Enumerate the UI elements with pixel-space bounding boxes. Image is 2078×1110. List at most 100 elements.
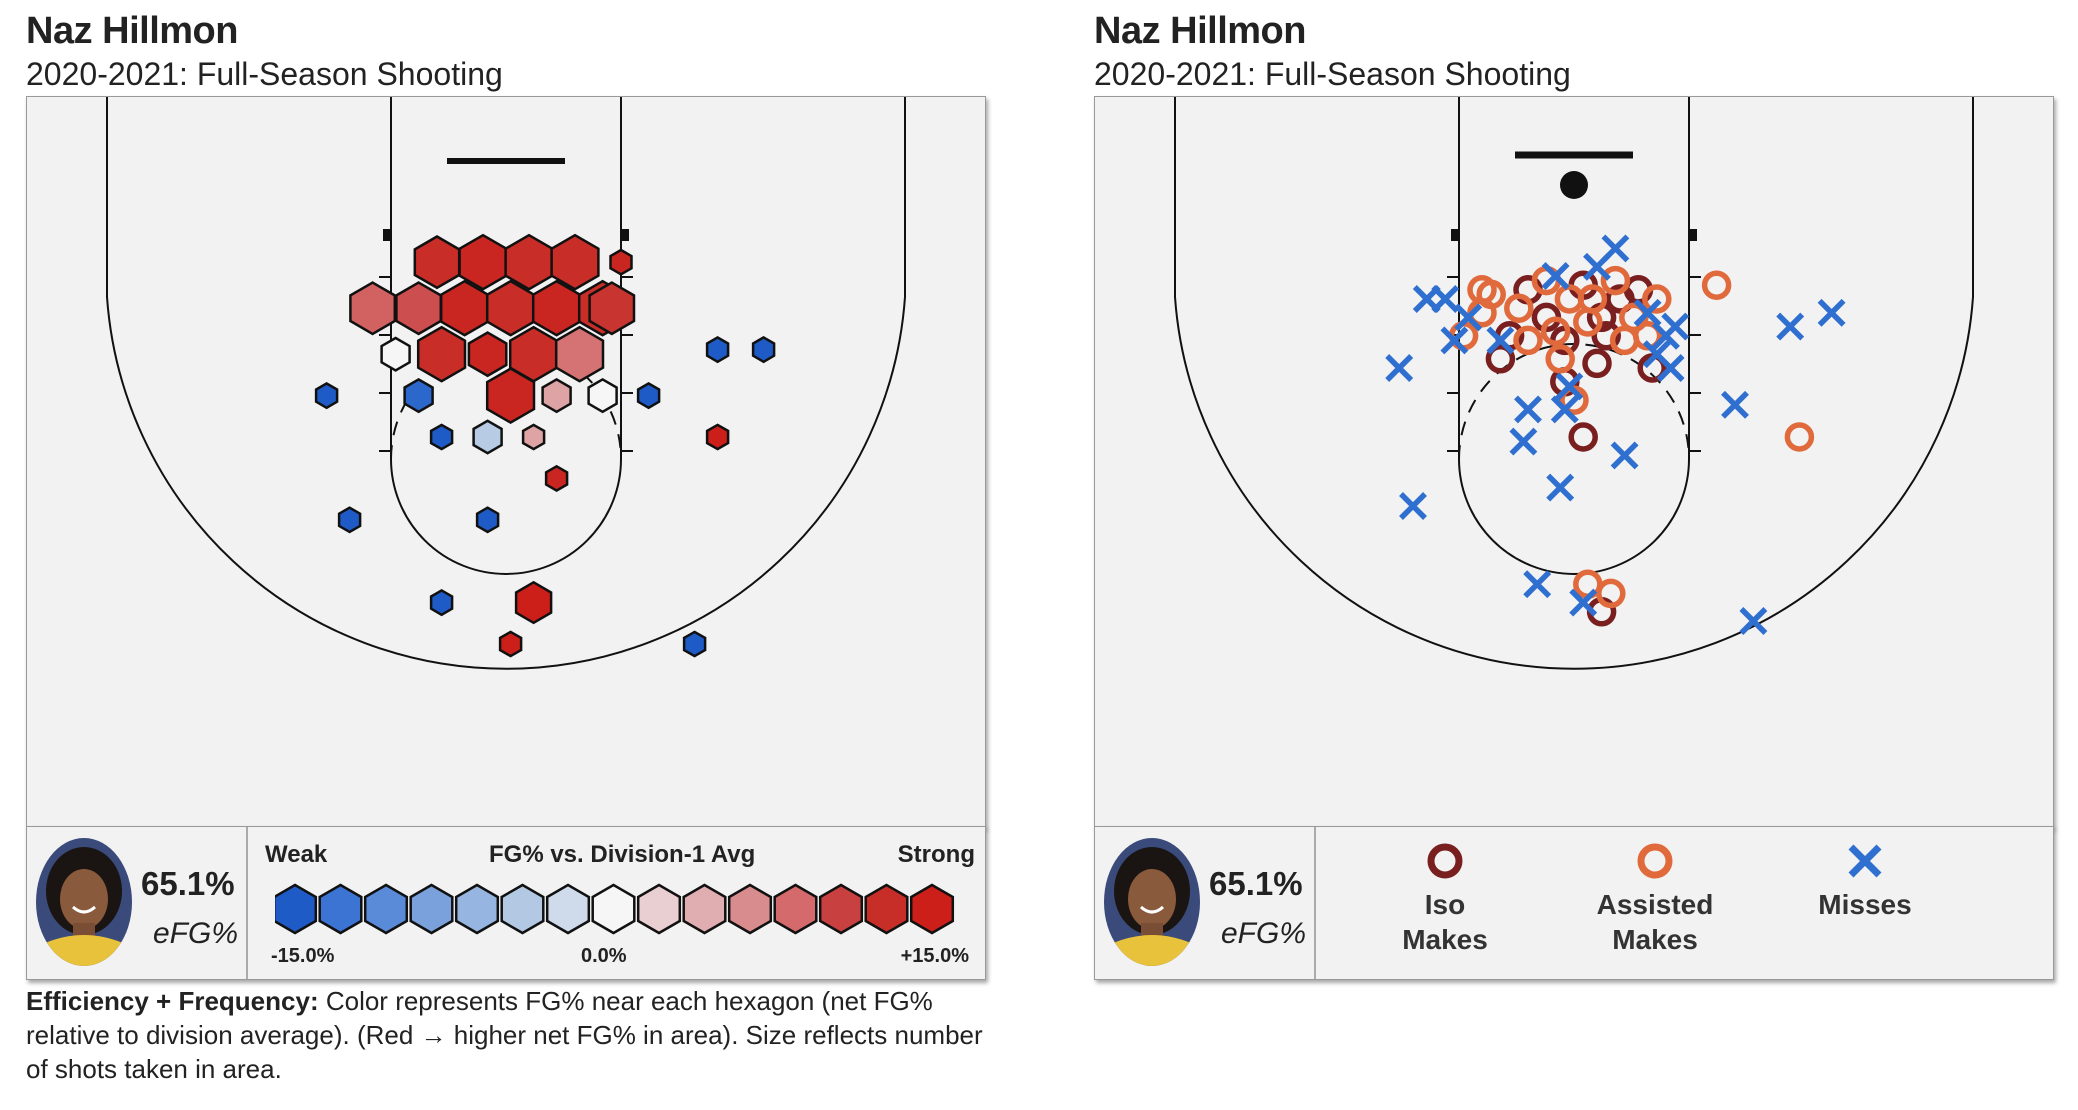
iso-make-point (1582, 348, 1612, 379)
hex-bin (554, 325, 605, 383)
hex-bin (514, 580, 553, 625)
legend-assisted-makes: Assisted Makes (1555, 841, 1755, 956)
hex-bin (544, 464, 569, 493)
iso-make-point (1591, 321, 1621, 351)
assisted-make-point (1784, 422, 1815, 452)
hex-bin (475, 506, 500, 534)
legend-assisted-line2: Makes (1612, 924, 1698, 955)
hex-bin (541, 377, 572, 414)
miss-point (1610, 441, 1639, 470)
scale-hex (636, 883, 682, 935)
legend-assisted-line1: Assisted (1596, 889, 1714, 920)
avatar (1103, 837, 1201, 972)
hex-bin (705, 335, 730, 364)
miss-point (1776, 312, 1805, 341)
player-photo-icon (1104, 838, 1200, 966)
iso-make-point (1485, 344, 1516, 374)
hex-bin (380, 336, 411, 372)
legend-misses: Misses (1765, 841, 1965, 921)
court-shot-chart (1174, 97, 1974, 670)
hex-bin (609, 248, 633, 276)
color-scale (275, 883, 955, 935)
miss-point (1385, 354, 1414, 382)
miss-point (1486, 326, 1515, 355)
court-lines (1174, 97, 1974, 670)
hex-bin (705, 423, 730, 451)
miss-point (1454, 303, 1483, 332)
avatar (35, 837, 133, 972)
hex-bin (337, 506, 362, 534)
scale-hex (818, 883, 864, 935)
legend-weak-label: Weak (265, 841, 328, 868)
court-area (1094, 96, 2054, 828)
scale-hex (454, 883, 500, 935)
hex-marks (314, 233, 776, 658)
scale-hex (682, 883, 727, 935)
miss-point (1569, 588, 1598, 617)
assisted-make-icon (1637, 843, 1673, 879)
scale-hex (864, 883, 909, 935)
scale-hex (275, 883, 318, 935)
efg-value: 65.1% (141, 865, 235, 902)
legend-box: 65.1% eFG% Weak FG% vs. Division-1 Avg S… (26, 826, 986, 980)
hex-bin (429, 423, 454, 451)
hex-bin (413, 235, 461, 290)
miss-point (1431, 285, 1460, 313)
hex-bin (416, 325, 467, 383)
miss-point (1514, 395, 1542, 424)
miss-point (1555, 372, 1584, 401)
legend-box: 65.1% eFG% Iso Makes Assisted Makes Miss… (1094, 826, 2054, 980)
hex-bin (498, 630, 523, 658)
court-hex-chart (106, 97, 906, 670)
legend-title: FG% vs. Division-1 Avg (489, 841, 756, 868)
miss-point (1523, 570, 1552, 599)
hex-bin (485, 367, 536, 425)
player-name: Naz Hillmon (26, 10, 238, 52)
miss-point (1661, 312, 1690, 341)
scale-hex (409, 883, 454, 935)
rim (1560, 171, 1588, 199)
assisted-make-point (1596, 578, 1626, 609)
series-misses (1385, 234, 1846, 635)
hex-bin (531, 279, 582, 337)
miss-point (1633, 298, 1662, 327)
court-area (26, 96, 986, 828)
hex-bin (751, 335, 776, 364)
chart-caption: Efficiency + Frequency: Color represents… (26, 984, 1006, 1086)
assisted-make-point (1504, 293, 1534, 323)
assisted-make-point (1513, 325, 1543, 356)
legend-min-label: -15.0% (271, 945, 335, 967)
efg-label: eFG% (153, 917, 239, 950)
player-name: Naz Hillmon (1094, 10, 1306, 52)
miss-point (1541, 262, 1570, 290)
hex-bin (349, 281, 397, 336)
legend-misses-label: Misses (1818, 889, 1912, 920)
legend-mid-label: 0.0% (581, 945, 627, 967)
hex-bin (521, 423, 546, 451)
hex-bin (467, 331, 508, 378)
hex-bin (636, 382, 661, 410)
miss-point (1739, 607, 1768, 635)
efg-label: eFG% (1221, 917, 1307, 950)
assisted-make-point (1701, 270, 1732, 300)
legend-strong-label: Strong (897, 841, 975, 868)
legend-iso-line1: Iso (1424, 889, 1466, 920)
chart-subtitle: 2020-2021: Full-Season Shooting (26, 56, 503, 92)
iso-make-point (1605, 284, 1635, 314)
miss-point (1583, 252, 1611, 281)
miss-point (1440, 326, 1469, 355)
scale-hex (773, 883, 818, 935)
miss-x-icon (1848, 844, 1882, 878)
hex-bin (485, 279, 536, 337)
assisted-make-point (1573, 307, 1603, 337)
scale-hex (591, 883, 636, 935)
hex-bin (587, 377, 618, 414)
legend-iso-makes: Iso Makes (1345, 841, 1545, 956)
legend-divider (1314, 827, 1316, 979)
hex-bin (395, 281, 443, 336)
hex-bin (429, 588, 454, 617)
hex-bin (588, 281, 636, 336)
legend-iso-line2: Makes (1402, 924, 1488, 955)
miss-point (1721, 390, 1749, 419)
iso-make-icon (1427, 843, 1463, 879)
